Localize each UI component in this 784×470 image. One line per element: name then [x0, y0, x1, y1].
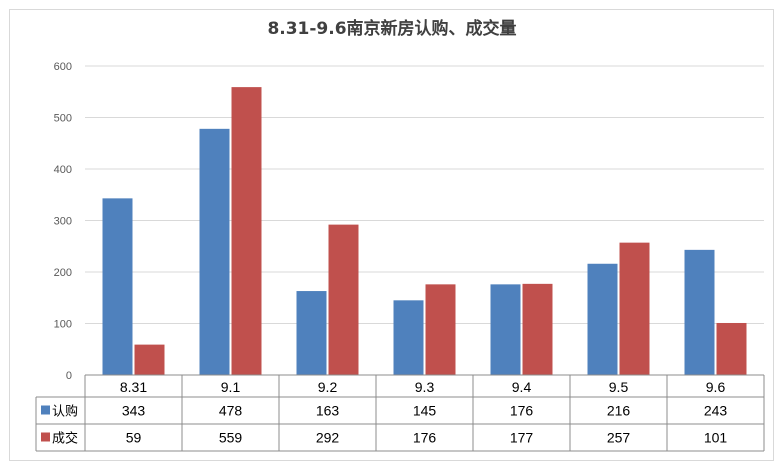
y-tick-label: 500 [54, 113, 72, 125]
bars [102, 87, 747, 376]
bar-transaction [716, 322, 747, 375]
data-cell: 343 [122, 403, 146, 419]
y-tick-label: 100 [54, 319, 72, 331]
y-tick-label: 0 [66, 370, 72, 382]
x-tick-label: 8.31 [120, 379, 147, 395]
x-tick-label: 9.4 [512, 379, 532, 395]
x-tick-label: 9.3 [415, 379, 435, 395]
data-cell: 177 [510, 430, 534, 446]
bar-transaction [328, 224, 359, 375]
x-tick-label: 9.2 [318, 379, 338, 395]
gridlines [85, 65, 764, 324]
bar-subscription [393, 300, 424, 375]
data-cell: 145 [413, 403, 437, 419]
bar-transaction [425, 284, 456, 375]
y-tick-label: 300 [54, 216, 72, 228]
legend-swatch [41, 405, 50, 415]
bar-subscription [296, 291, 327, 375]
x-tick-label: 9.1 [221, 379, 241, 395]
bar-subscription [199, 128, 230, 375]
data-cell: 257 [607, 430, 631, 446]
bar-transaction [522, 283, 553, 375]
y-tick-label: 200 [54, 267, 72, 279]
x-tick-label: 9.5 [609, 379, 629, 395]
data-cell: 478 [219, 403, 243, 419]
data-cell: 292 [316, 430, 340, 446]
data-table: 8.31 9.1 9.2 9.3 9.4 9.5 9.6 认购 343 478 163 145 176 2… [35, 374, 765, 452]
y-axis-ticks: 0 100 200 300 400 500 600 [54, 61, 72, 382]
data-cell: 163 [316, 403, 340, 419]
x-tick-label: 9.6 [706, 379, 726, 395]
data-cell: 559 [219, 430, 243, 446]
bar-transaction [619, 242, 650, 375]
bar-subscription [490, 284, 521, 375]
bar-subscription [102, 198, 133, 375]
bar-subscription [587, 263, 618, 375]
data-cell: 59 [126, 430, 142, 446]
bar-transaction [231, 87, 262, 376]
data-cell: 176 [413, 430, 437, 446]
y-tick-label: 600 [54, 61, 72, 73]
data-cell: 243 [704, 403, 728, 419]
bar-transaction [134, 344, 165, 375]
data-cell: 176 [510, 403, 534, 419]
data-cell: 101 [704, 430, 728, 446]
data-cell: 216 [607, 403, 631, 419]
legend-label: 认购 [52, 404, 78, 420]
legend-swatch [41, 432, 50, 442]
bar-subscription [684, 249, 715, 375]
chart-frame [9, 9, 774, 461]
y-tick-label: 400 [54, 164, 72, 176]
chart-title: 8.31-9.6南京新房认购、成交量 [267, 19, 517, 39]
legend-label: 成交 [52, 431, 78, 447]
